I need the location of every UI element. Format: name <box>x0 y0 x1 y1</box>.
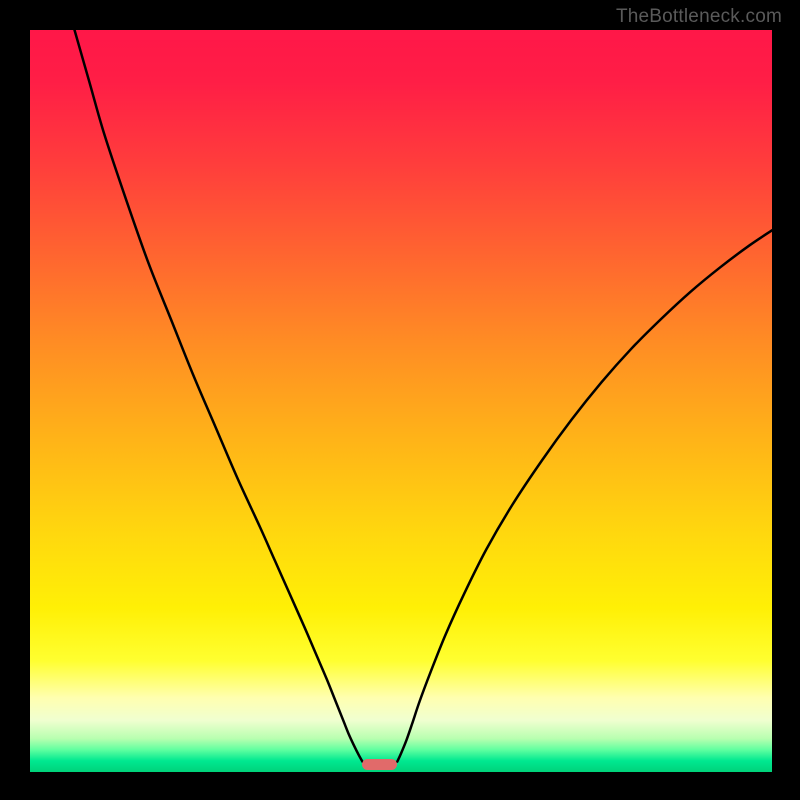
chart-container: TheBottleneck.com <box>0 0 800 800</box>
plot-area <box>30 30 772 772</box>
bottleneck-marker <box>362 759 398 770</box>
plot-svg <box>30 30 772 772</box>
gradient-background <box>30 30 772 772</box>
watermark-text: TheBottleneck.com <box>616 6 782 28</box>
